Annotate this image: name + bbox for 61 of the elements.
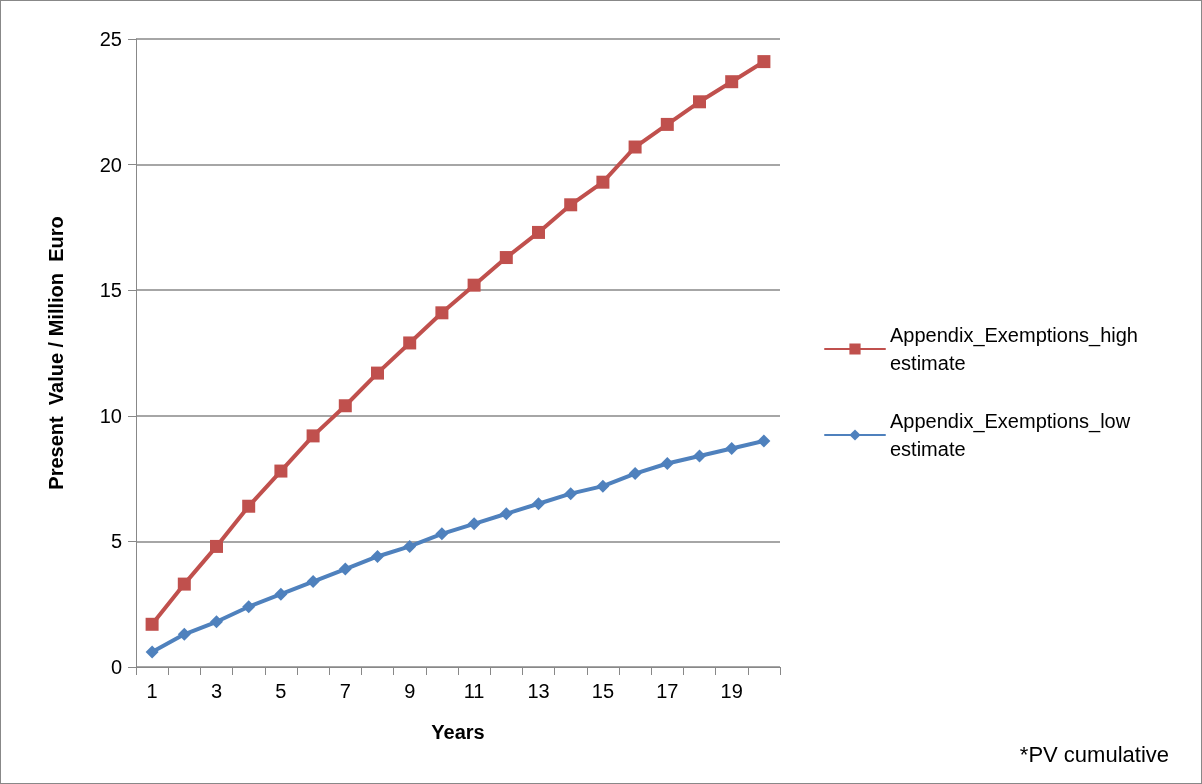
y-tick-label: 0 <box>110 656 122 678</box>
point <box>242 600 256 614</box>
point <box>145 617 159 631</box>
legend-label: Appendix_Exemptions_high estimate <box>890 324 1144 374</box>
point <box>371 549 384 563</box>
point <box>435 306 449 320</box>
point <box>660 117 674 131</box>
legend-label: Appendix_Exemptions_low estimate <box>890 410 1136 460</box>
y-tick-label: 25 <box>99 28 122 50</box>
x-axis-title: Years <box>431 721 485 743</box>
point <box>499 251 513 265</box>
point <box>210 539 223 553</box>
x-tick-label: 3 <box>210 680 223 702</box>
x-tick-label: 9 <box>404 680 416 702</box>
point <box>564 198 578 212</box>
point <box>596 175 610 189</box>
point <box>532 225 545 239</box>
point <box>177 627 191 641</box>
x-tick-label: 17 <box>656 680 679 702</box>
x-tick-label: 1 <box>146 680 158 702</box>
x-tick-label: 5 <box>275 680 287 702</box>
point <box>628 140 642 154</box>
x-tick-label: 7 <box>339 680 351 702</box>
point <box>177 577 191 591</box>
point <box>693 449 706 463</box>
point <box>660 457 674 471</box>
point <box>564 487 578 501</box>
point <box>145 645 159 659</box>
y-axis-title: Present Value / Million Euro <box>45 216 67 490</box>
point <box>467 517 481 531</box>
y-tick-label: 10 <box>99 404 122 427</box>
point <box>371 366 384 380</box>
x-tick-label: 19 <box>720 680 743 702</box>
point <box>242 499 256 513</box>
point <box>725 75 739 89</box>
y-tick-label: 20 <box>99 153 122 176</box>
x-tick-label: 13 <box>527 680 550 702</box>
point <box>274 464 288 478</box>
text: *PV cumulative <box>1019 741 1170 767</box>
point <box>274 587 288 601</box>
point <box>210 615 223 629</box>
point <box>693 95 706 109</box>
point <box>435 527 449 541</box>
point <box>306 575 320 589</box>
point <box>725 441 739 455</box>
point <box>532 497 545 511</box>
y-tick-label: 5 <box>110 530 122 553</box>
point <box>403 336 417 350</box>
point <box>338 562 352 576</box>
point <box>338 399 352 413</box>
y-tick-label: 15 <box>99 279 122 302</box>
point <box>757 434 771 448</box>
point <box>628 467 642 481</box>
point <box>757 55 771 69</box>
x-tick-label: 11 <box>463 680 485 702</box>
x-tick-label: 15 <box>591 680 615 702</box>
point <box>306 429 320 443</box>
point <box>596 479 610 493</box>
point <box>499 507 513 521</box>
point <box>403 539 417 553</box>
point <box>467 278 481 292</box>
